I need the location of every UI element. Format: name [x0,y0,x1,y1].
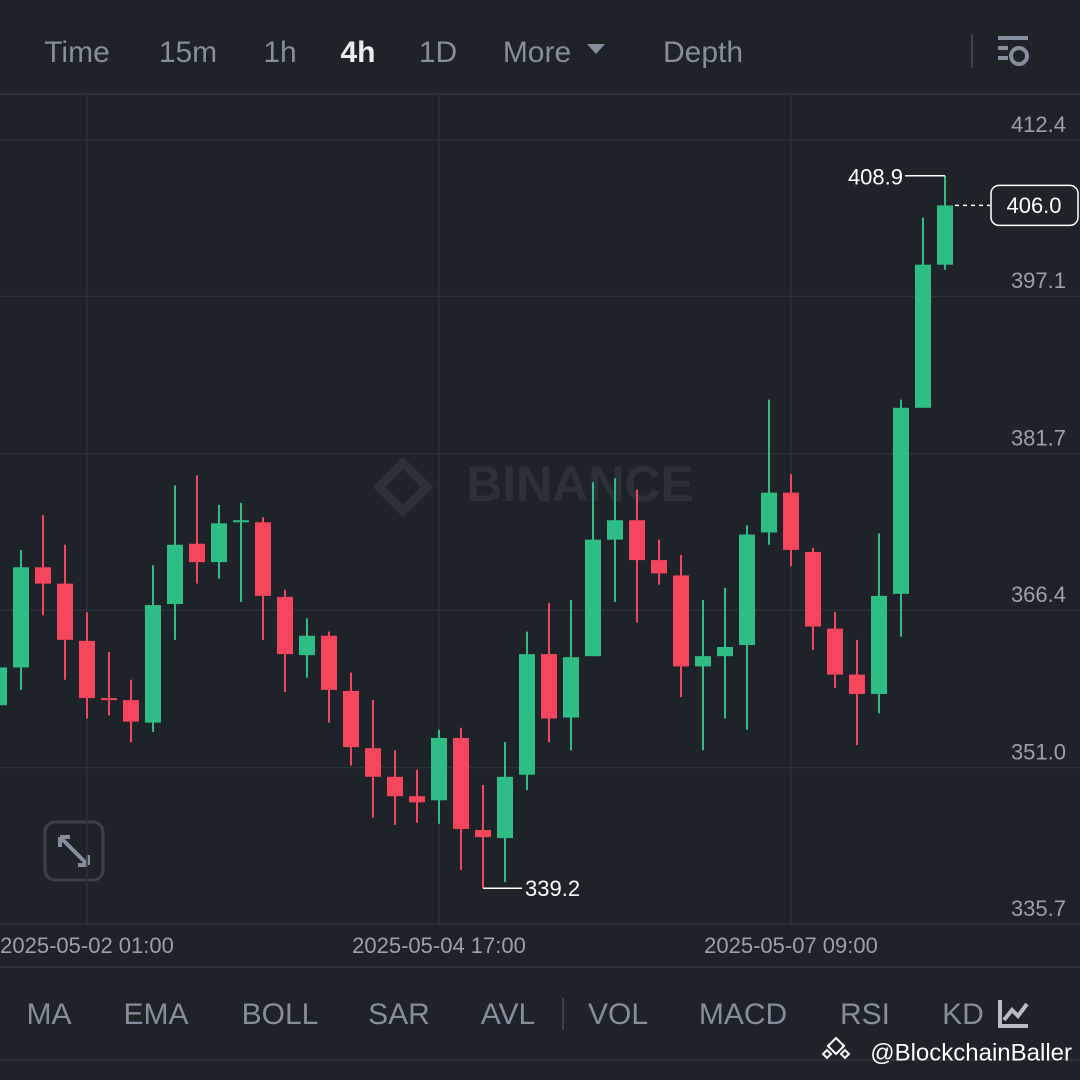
candle-body [123,700,139,722]
dropdown-caret [587,44,605,54]
candle-body [585,539,601,657]
candle-body [145,605,161,723]
candle-body [277,596,293,655]
candle-body [299,635,315,656]
candle-body [805,551,821,627]
tab[interactable]: Time [44,36,110,69]
y-tick-label: 381.7 [1011,426,1066,451]
candle-body [35,567,51,584]
indicator-tab[interactable]: AVL [481,998,535,1031]
indicator-tab[interactable]: KD [942,998,984,1031]
y-tick-label: 397.1 [1011,268,1066,293]
candle-body [0,667,7,706]
last-price-box [990,184,1079,227]
candle-body [233,520,249,523]
settings-icon[interactable] [998,36,1029,66]
candle-body [673,575,689,667]
tab[interactable]: Depth [663,36,743,69]
candle-body [13,567,29,668]
chart-settings-icon[interactable] [998,1000,1029,1028]
watermark-logo [372,456,434,518]
x-tick-label: 2025-05-07 09:00 [704,933,878,958]
indicator-tab[interactable]: EMA [123,998,188,1031]
candle-body [915,264,931,408]
candle-body [849,674,865,695]
y-tick-label: 335.7 [1011,896,1066,921]
expand-button[interactable] [43,820,105,882]
candle-body [937,205,953,265]
indicator-tab[interactable]: MA [27,998,72,1031]
candle-body [365,748,381,777]
candle-body [629,520,645,561]
candle-body [871,595,887,695]
candle-body [497,776,513,839]
candle-body [607,520,623,540]
candle-body [431,737,447,801]
tab[interactable]: More [503,36,571,69]
candle-body [695,656,711,667]
candle-body [453,737,469,829]
last-price-label: 406.0 [1006,193,1061,218]
candle-body [387,776,403,797]
credit: @BlockchainBaller [870,1039,1072,1066]
y-tick-label: 366.4 [1011,582,1066,607]
candle-body [409,796,425,803]
y-tick-label: 351.0 [1011,739,1066,764]
icon-bar [998,46,1008,50]
candle-body [541,654,557,719]
candle-body [651,560,667,574]
indicator-tab[interactable]: BOLL [242,998,319,1031]
candle-body [761,492,777,533]
icon-bar [998,36,1028,40]
candle-body [783,492,799,550]
candle-body [189,543,205,563]
y-tick-label: 412.4 [1011,112,1066,137]
candle-body [167,544,183,605]
candle-body [255,522,271,596]
candle-body [79,640,95,699]
x-tick-label: 2025-05-04 17:00 [352,933,526,958]
tab[interactable]: 15m [159,36,217,69]
logo-diamond [372,456,434,518]
indicator-tab[interactable]: SAR [368,998,430,1031]
indicator-tab[interactable]: VOL [588,998,648,1031]
candle-body [739,534,755,645]
icon-gear [1009,46,1029,66]
button-frame [43,820,105,882]
candle-body [57,583,73,640]
tab[interactable]: 1D [419,36,457,69]
tab[interactable]: 4h [340,36,375,69]
candle-body [519,654,535,775]
high-label: 408.9 [848,165,903,190]
candle-body [475,829,491,838]
candle-body [717,646,733,657]
candle-body [211,523,227,563]
candle-body [827,628,843,675]
x-tick-label: 2025-05-02 01:00 [0,933,174,958]
candle-body [101,698,117,701]
candle-body [563,657,579,718]
candle-body [343,690,359,748]
icon-bar [998,56,1008,60]
candle-body [893,407,909,594]
indicator-tab[interactable]: MACD [699,998,787,1031]
tab[interactable]: 1h [263,36,296,69]
low-label: 339.2 [525,876,580,901]
credit-logo [821,1036,851,1060]
candle-body [321,635,337,690]
indicator-tab[interactable]: RSI [840,998,890,1031]
watermark: BINANCE [466,456,694,512]
expand-icon [58,835,90,867]
